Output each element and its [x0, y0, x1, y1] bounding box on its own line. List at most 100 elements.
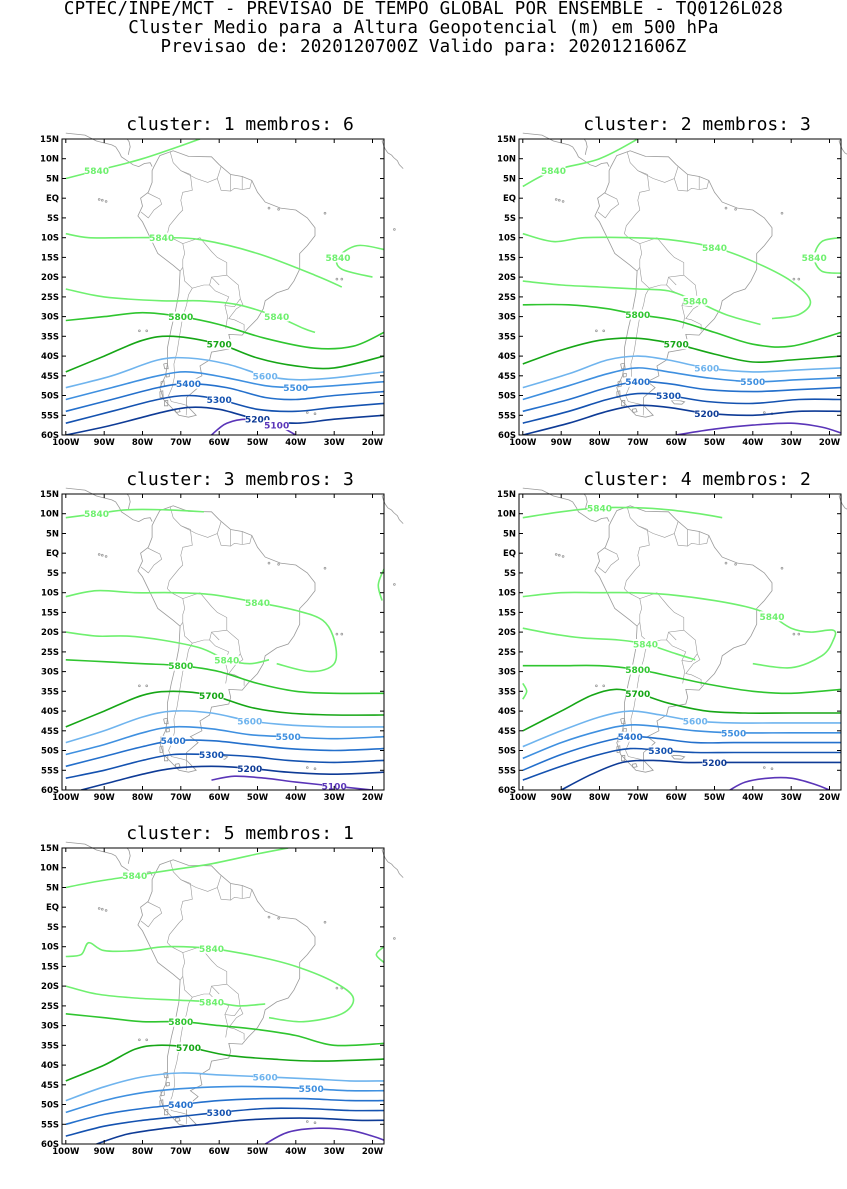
lon-tick-label: 60W — [209, 793, 231, 803]
contour-label: 5800 — [625, 311, 650, 321]
lon-tick-label: 70W — [170, 438, 192, 448]
contour-label: 5400 — [176, 380, 201, 390]
contour-label: 5840 — [325, 254, 350, 264]
contour-label: 5300 — [207, 1109, 232, 1119]
lon-tick-label: 60W — [209, 1147, 231, 1157]
lon-tick-label: 20W — [819, 438, 841, 448]
forecast-times: Previsao de: 2020120700Z Valido para: 20… — [0, 38, 847, 57]
coastline-africa — [382, 849, 403, 877]
lon-tick-label: 70W — [627, 793, 649, 803]
lon-tick-label: 70W — [627, 438, 649, 448]
lat-tick-label: 35S — [41, 687, 59, 697]
field-description: Cluster Medio para a Altura Geopotencial… — [0, 19, 847, 38]
lat-tick-label: 15S — [498, 608, 516, 618]
lat-tick-label: 25S — [41, 293, 59, 303]
contour-label: 5600 — [253, 1073, 278, 1083]
lon-tick-label: 40W — [742, 438, 764, 448]
lat-tick-label: 10S — [498, 589, 516, 599]
lat-tick-label: 5S — [504, 569, 516, 579]
map-area — [62, 494, 384, 790]
contour-map: 58405840584058005700560055005400530015N1… — [20, 844, 420, 1189]
lon-tick-label: 100W — [509, 438, 537, 448]
lon-tick-label: 100W — [52, 793, 80, 803]
lat-tick-label: 10S — [41, 943, 59, 953]
lon-tick-label: 40W — [285, 438, 307, 448]
contour-label: 5840 — [759, 613, 784, 623]
lat-tick-label: 15S — [41, 253, 59, 263]
lat-tick-label: EQ — [503, 194, 516, 204]
lat-tick-label: 5S — [47, 569, 59, 579]
lon-tick-label: 50W — [247, 1147, 269, 1157]
contour-label: 5700 — [625, 690, 650, 700]
contour-label: 5500 — [299, 1085, 324, 1095]
lat-tick-label: 35S — [498, 332, 516, 342]
contour-label: 5500 — [276, 733, 301, 743]
lat-tick-label: 40S — [41, 1061, 59, 1071]
lat-tick-label: EQ — [46, 194, 59, 204]
contour-label: 5400 — [625, 378, 650, 388]
lat-tick-label: 45S — [41, 727, 59, 737]
lat-tick-label: 50S — [41, 1101, 59, 1111]
lat-tick-label: 25S — [41, 1002, 59, 1012]
contour-label: 5840 — [702, 244, 727, 254]
lat-tick-label: 50S — [498, 392, 516, 402]
lat-tick-label: 55S — [498, 411, 516, 421]
lon-tick-label: 40W — [285, 793, 307, 803]
lon-tick-label: 80W — [589, 793, 611, 803]
lat-tick-label: 40S — [41, 707, 59, 717]
lon-tick-label: 80W — [132, 793, 154, 803]
lon-tick-label: 90W — [94, 438, 116, 448]
lat-tick-label: 35S — [41, 332, 59, 342]
contour-label: 5700 — [176, 1044, 201, 1054]
contour-label: 5840 — [683, 297, 708, 307]
contour-label: 5840 — [149, 234, 174, 244]
contour-label: 5840 — [199, 945, 224, 955]
lon-tick-label: 30W — [324, 793, 346, 803]
lat-tick-label: 45S — [41, 1081, 59, 1091]
map-area — [519, 494, 841, 790]
contour-label: 5600 — [683, 717, 708, 727]
contour-label: 5300 — [656, 392, 681, 402]
lat-tick-label: 10N — [40, 155, 59, 165]
lon-tick-label: 80W — [132, 1147, 154, 1157]
lat-tick-label: 20S — [41, 628, 59, 638]
lat-tick-label: 20S — [41, 982, 59, 992]
contour-label: 5700 — [664, 341, 689, 351]
lat-tick-label: 20S — [41, 273, 59, 283]
coastline-africa — [382, 495, 403, 523]
contour-label: 5800 — [168, 662, 193, 672]
lat-tick-label: 10N — [40, 510, 59, 520]
lat-tick-label: 55S — [41, 411, 59, 421]
lat-tick-label: 55S — [41, 1120, 59, 1130]
contour-label: 5300 — [207, 396, 232, 406]
lat-tick-label: 25S — [41, 648, 59, 658]
contour-label: 5100 — [264, 422, 289, 432]
lat-tick-label: 10S — [498, 234, 516, 244]
lon-tick-label: 80W — [132, 438, 154, 448]
lat-tick-label: 15S — [41, 962, 59, 972]
lat-tick-label: EQ — [46, 903, 59, 913]
contour-label: 5840 — [214, 656, 239, 666]
lat-tick-label: EQ — [503, 549, 516, 559]
lat-tick-label: 25S — [498, 293, 516, 303]
panel-title: cluster: 4 membros: 2 — [532, 470, 847, 490]
lat-tick-label: 55S — [41, 766, 59, 776]
contour-label: 5800 — [168, 1018, 193, 1028]
contour-label: 5700 — [199, 692, 224, 702]
lat-tick-label: 40S — [41, 352, 59, 362]
lat-tick-label: 5S — [47, 923, 59, 933]
lat-tick-label: 55S — [498, 766, 516, 776]
lon-tick-label: 80W — [589, 438, 611, 448]
map-area — [62, 139, 384, 435]
contour-label: 5700 — [207, 341, 232, 351]
contour-label: 5840 — [633, 641, 658, 651]
contour-label: 5800 — [625, 666, 650, 676]
lon-tick-label: 100W — [509, 793, 537, 803]
lat-tick-label: 5N — [46, 884, 59, 894]
lon-tick-label: 90W — [94, 1147, 116, 1157]
contour-map: 5840584058405840580057005600550054005300… — [477, 135, 847, 480]
contour-label: 5200 — [702, 759, 727, 769]
